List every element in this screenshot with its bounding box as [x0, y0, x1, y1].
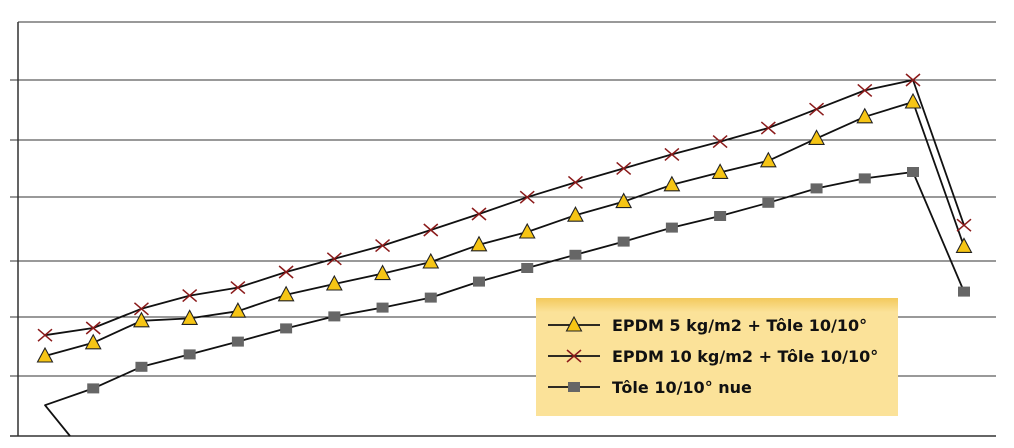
- legend-label: EPDM 5 kg/m2 + Tôle 10/10°: [612, 316, 867, 335]
- data-point-square: [810, 183, 823, 194]
- data-point-x: [519, 190, 535, 204]
- data-point-x: [905, 73, 921, 87]
- data-point-x: [230, 281, 246, 295]
- data-point-square: [907, 167, 919, 177]
- data-point-x: [182, 289, 198, 303]
- data-point-x: [133, 302, 149, 316]
- data-point-triangle: [277, 285, 295, 302]
- data-point-triangle: [325, 274, 343, 291]
- data-point-triangle: [663, 175, 681, 192]
- legend-label: EPDM 10 kg/m2 + Tôle 10/10°: [612, 347, 878, 366]
- series-3: [44, 167, 970, 437]
- data-point-x: [664, 147, 680, 161]
- legend: EPDM 5 kg/m2 + Tôle 10/10° EPDM 10 kg/m2 …: [536, 298, 898, 416]
- data-point-triangle: [470, 235, 488, 252]
- data-point-square: [762, 197, 775, 208]
- data-point-triangle: [181, 309, 199, 325]
- grid-layer: [10, 21, 996, 437]
- data-point-x: [712, 135, 728, 149]
- data-point-square: [280, 323, 293, 334]
- data-point-x: [857, 83, 873, 97]
- data-point-x: [809, 102, 825, 116]
- data-point-square: [231, 336, 244, 347]
- data-point-square: [183, 349, 196, 360]
- data-point-x: [278, 265, 294, 279]
- data-point-square: [569, 249, 582, 260]
- data-point-triangle: [615, 192, 633, 209]
- data-point-triangle: [374, 264, 391, 281]
- data-point-triangle: [567, 206, 584, 222]
- series-line: [44, 101, 965, 357]
- data-point-triangle: [955, 237, 973, 253]
- data-point-square: [858, 173, 871, 184]
- legend-label: Tôle 10/10° nue: [612, 378, 752, 397]
- legend-entry: EPDM 5 kg/m2 + Tôle 10/10°: [548, 315, 867, 335]
- data-point-square: [617, 236, 630, 247]
- data-point-x: [85, 321, 101, 335]
- data-point-triangle: [229, 302, 247, 318]
- data-point-x: [616, 161, 632, 175]
- data-point-triangle: [711, 163, 729, 179]
- data-point-square: [714, 211, 727, 221]
- data-point-square: [87, 383, 100, 394]
- data-point-x: [375, 239, 391, 253]
- data-point-x: [423, 223, 439, 237]
- data-point-square: [135, 361, 148, 372]
- legend-entry: Tôle 10/10° nue: [548, 378, 752, 397]
- data-point-x: [566, 349, 582, 363]
- data-point-square: [424, 292, 437, 303]
- legend-box: [536, 298, 898, 416]
- series-layer: [36, 73, 973, 437]
- data-point-triangle: [36, 346, 54, 363]
- data-point-triangle: [759, 151, 777, 168]
- data-point-triangle: [84, 333, 102, 350]
- data-point-x: [567, 175, 583, 189]
- data-point-triangle: [518, 222, 536, 239]
- series-1: [36, 92, 973, 363]
- series-2: [37, 73, 972, 342]
- legend-entry: EPDM 10 kg/m2 + Tôle 10/10°: [548, 347, 878, 366]
- series-line: [44, 79, 965, 337]
- data-point-x: [326, 252, 342, 266]
- data-point-square: [328, 311, 341, 322]
- data-point-triangle: [904, 92, 922, 109]
- data-point-triangle: [133, 311, 150, 328]
- data-point-x: [471, 207, 487, 221]
- data-point-square: [376, 302, 389, 313]
- data-point-square: [521, 263, 534, 273]
- data-point-square: [958, 286, 970, 297]
- data-point-x: [37, 328, 53, 342]
- data-point-triangle: [856, 107, 874, 124]
- data-point-triangle: [422, 252, 440, 269]
- data-point-square: [473, 276, 485, 287]
- data-point-square: [665, 222, 678, 233]
- data-point-square: [568, 382, 580, 392]
- data-point-x: [956, 218, 972, 232]
- data-point-triangle: [808, 129, 825, 145]
- data-point-triangle: [565, 315, 583, 332]
- data-point-x: [760, 121, 776, 135]
